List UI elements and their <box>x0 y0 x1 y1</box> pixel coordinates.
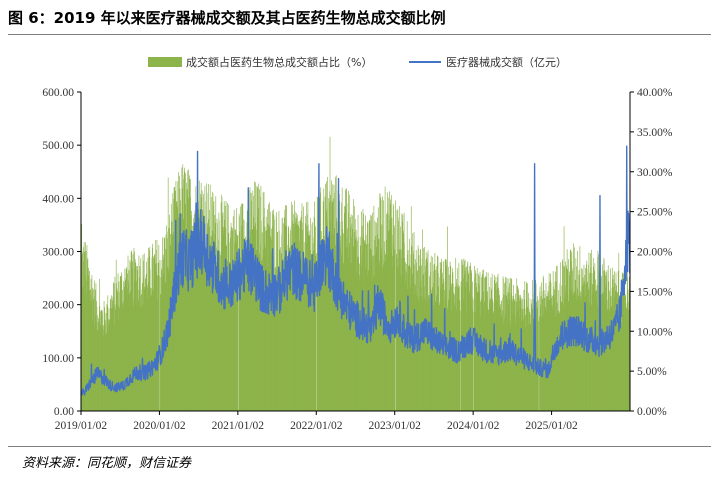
right-tick-label: 0.00% <box>637 406 667 418</box>
right-tick-label: 25.00% <box>637 207 673 219</box>
source-note: 资料来源：同花顺，财信证券 <box>22 456 192 471</box>
x-tick-label: 2023/01/02 <box>369 420 422 432</box>
legend-bar-label: 成交额占医药生物总成交额占比（%） <box>186 55 372 69</box>
left-tick-label: 300.00 <box>42 247 74 259</box>
right-tick-label: 40.00% <box>637 87 673 99</box>
amount-line-series <box>80 145 631 397</box>
x-tick-label: 2022/01/02 <box>290 420 343 432</box>
left-tick-label: 0.00 <box>54 406 74 418</box>
title-rule <box>8 34 711 35</box>
right-tick-label: 10.00% <box>637 326 673 338</box>
left-tick-label: 500.00 <box>42 140 74 152</box>
right-tick-label: 5.00% <box>637 366 667 378</box>
right-tick-label: 15.00% <box>637 286 673 298</box>
left-tick-label: 200.00 <box>42 300 74 312</box>
right-tick-label: 35.00% <box>637 127 673 139</box>
ratio-bar <box>472 299 474 411</box>
x-tick-label: 2021/01/02 <box>212 420 265 432</box>
left-tick-label: 100.00 <box>42 353 74 365</box>
figure-title-text: 图 6：2019 年以来医疗器械成交额及其占医药生物总成交额比例 <box>8 9 446 27</box>
chart-legend: 成交额占医药生物总成交额占比（%） 医疗器械成交额（亿元） <box>148 55 567 69</box>
axes-layer: 0.00 100.00 200.00 300.00 400.00 500.00 600.00… <box>42 87 673 432</box>
legend-line-label: 医疗器械成交额（亿元） <box>446 55 567 69</box>
x-tick-label: 2025/01/02 <box>525 420 578 432</box>
left-tick-label: 400.00 <box>42 193 74 205</box>
right-tick-label: 20.00% <box>637 247 673 259</box>
left-tick-label: 600.00 <box>42 87 74 99</box>
ratio-bar <box>159 275 160 411</box>
right-tick-label: 30.00% <box>637 167 673 179</box>
bottom-rule <box>8 446 711 447</box>
x-tick-label: 2020/01/02 <box>133 420 186 432</box>
x-tick-label: 2024/01/02 <box>447 420 500 432</box>
figure-title: 图 6：2019 年以来医疗器械成交额及其占医药生物总成交额比例 <box>8 6 711 35</box>
legend-bar-swatch <box>148 57 182 67</box>
ratio-bar <box>315 252 317 411</box>
x-tick-label: 2019/01/02 <box>55 420 108 432</box>
ratio-bar <box>237 235 239 411</box>
